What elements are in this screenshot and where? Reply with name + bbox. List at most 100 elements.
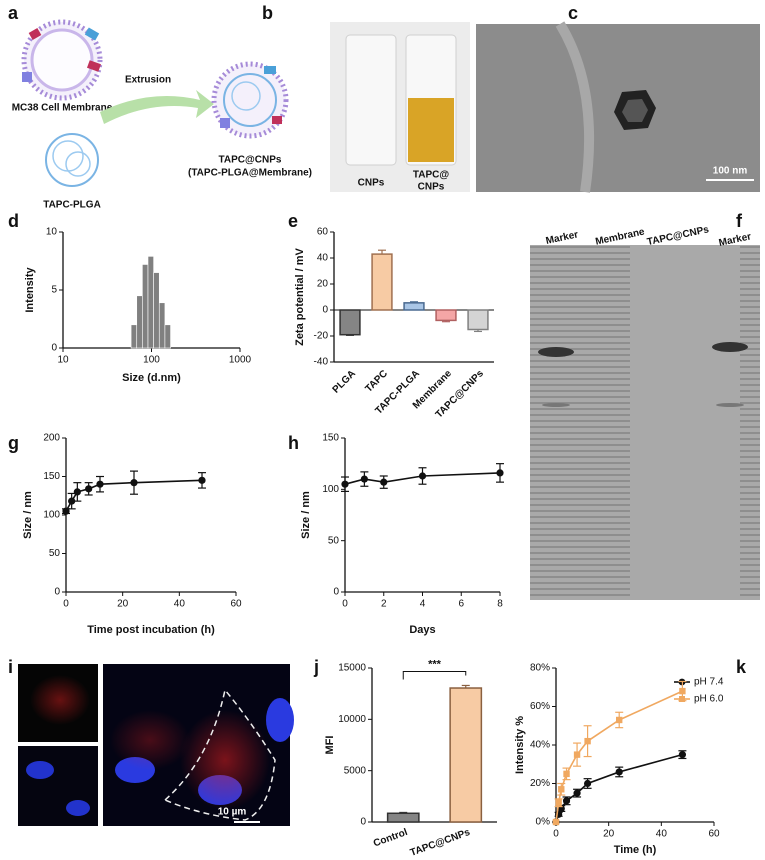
x-tick-label: 20	[603, 829, 615, 840]
y-tick-label: 100	[43, 510, 60, 521]
marker	[573, 751, 581, 758]
y-tick-label: -20	[314, 331, 329, 342]
x-tick-label: 100	[143, 355, 160, 366]
panel-letter: i	[8, 657, 13, 677]
y-tick-label: 5000	[344, 765, 367, 776]
legend-label: pH 6.0	[694, 694, 724, 705]
marker	[679, 687, 686, 695]
y-tick-label: 50	[328, 535, 340, 546]
y-tick-label: 200	[43, 433, 60, 444]
panel-letter: g	[8, 433, 19, 453]
y-tick-label: 0	[360, 817, 366, 828]
x-tick-label: TAPC	[363, 368, 390, 395]
y-axis-title: Size / nm	[300, 491, 312, 539]
y-tick-label: 60	[317, 227, 329, 238]
significance-bracket	[402, 670, 467, 680]
lane-label: TAPC@CNPs	[646, 224, 710, 248]
x-tick-label: 10	[57, 355, 69, 366]
y-tick-label: 0	[54, 587, 60, 598]
chart: 0% 20% 40% 60% 80% 0 20 40 60 Intensity % Time (h)…	[514, 663, 724, 856]
y-tick-label: 50	[49, 548, 61, 559]
product-sublabel: (TAPC-PLGA@Membrane)	[188, 168, 312, 179]
marker	[130, 479, 138, 487]
vial-label: TAPC@	[413, 170, 449, 181]
x-axis-title: Time (h)	[614, 844, 657, 856]
y-tick-label: 15000	[338, 663, 366, 674]
chart: 0 50 100 150 200 0 20 40 60 Size / nm Time post in…	[22, 433, 242, 636]
vial-label: CNPs	[418, 182, 445, 193]
chart: -40 -20 0 20 40 60 Zeta potential / mV PLGA TAPC…	[294, 227, 494, 420]
bar	[339, 309, 361, 336]
y-axis-title: Intensity %	[514, 716, 526, 774]
y-tick-label: 20%	[530, 778, 550, 789]
y-tick-label: 5	[51, 285, 57, 296]
scale-bar-label: 10 µm	[218, 807, 247, 818]
bar	[435, 309, 457, 322]
y-tick-label: -40	[314, 357, 329, 368]
marker	[678, 751, 687, 759]
y-axis-title: Intensity	[24, 267, 36, 313]
marker	[85, 485, 93, 493]
x-tick-label: 0	[63, 599, 69, 610]
y-tick-label: 20	[317, 279, 329, 290]
histogram-bar	[142, 264, 149, 349]
panel-letter: k	[736, 657, 747, 677]
x-tick-label: 20	[117, 599, 129, 610]
marker	[96, 480, 104, 488]
marker	[360, 475, 368, 483]
panel-letter: f	[736, 211, 743, 231]
marker	[558, 786, 565, 793]
y-axis-title: Size / nm	[22, 491, 34, 539]
bar	[449, 687, 483, 823]
y-tick-label: 80%	[530, 663, 550, 674]
significance-label: ***	[428, 658, 442, 670]
y-tick-label: 0	[333, 587, 339, 598]
line	[555, 753, 683, 823]
y-axis-title: MFI	[324, 736, 336, 755]
panel-letter: e	[288, 211, 298, 231]
arrow-label: Extrusion	[125, 75, 171, 86]
marker	[68, 497, 76, 505]
marker	[380, 478, 388, 486]
x-axis-title: Days	[409, 624, 435, 636]
chart: 0 5000 10000 15000 MFI Control TAPC@CNPs ***	[324, 658, 497, 859]
scale-bar-label: 100 nm	[713, 166, 748, 177]
x-tick-label: Control	[372, 827, 409, 850]
marker	[418, 472, 427, 480]
panel-letter: j	[313, 657, 319, 677]
y-axis-title: Zeta potential / mV	[294, 247, 306, 345]
y-tick-label: 40%	[530, 740, 550, 751]
x-tick-label: 4	[420, 599, 426, 610]
histogram-bar	[164, 324, 171, 349]
lane-label: Marker	[545, 229, 579, 247]
marker	[584, 779, 592, 788]
bar	[467, 309, 489, 331]
tem-c: 100 nm	[476, 21, 760, 193]
panel-letter: c	[568, 3, 578, 23]
x-tick-label: 1000	[229, 355, 252, 366]
product-label: TAPC@CNPs	[219, 155, 282, 166]
y-tick-label: 0%	[536, 817, 551, 828]
y-tick-label: 40	[317, 253, 329, 264]
panel-letter: b	[262, 3, 273, 23]
microscopy-i: 10 µm	[18, 664, 294, 826]
gel-f: Marker Membrane TAPC@CNPs Marker	[530, 224, 760, 600]
marker	[615, 768, 623, 776]
x-axis-title: Time post incubation (h)	[87, 624, 215, 636]
bar	[386, 812, 420, 823]
x-tick-label: 60	[230, 599, 242, 610]
y-tick-label: 0	[51, 343, 57, 354]
schematic-a: MC38 Cell Membrane TAPC-PLGA Extrusion T…	[12, 19, 312, 211]
marker	[552, 818, 560, 826]
marker	[562, 797, 571, 805]
panel-letter: a	[8, 3, 19, 23]
x-tick-label: 6	[458, 599, 464, 610]
x-tick-label: 40	[174, 599, 186, 610]
x-tick-label: 0	[342, 599, 348, 610]
marker	[73, 488, 81, 496]
lane-label: Membrane	[594, 226, 646, 247]
x-tick-label: 40	[656, 829, 668, 840]
y-tick-label: 150	[43, 471, 60, 482]
marker	[198, 476, 206, 484]
x-tick-label: 0	[553, 829, 559, 840]
